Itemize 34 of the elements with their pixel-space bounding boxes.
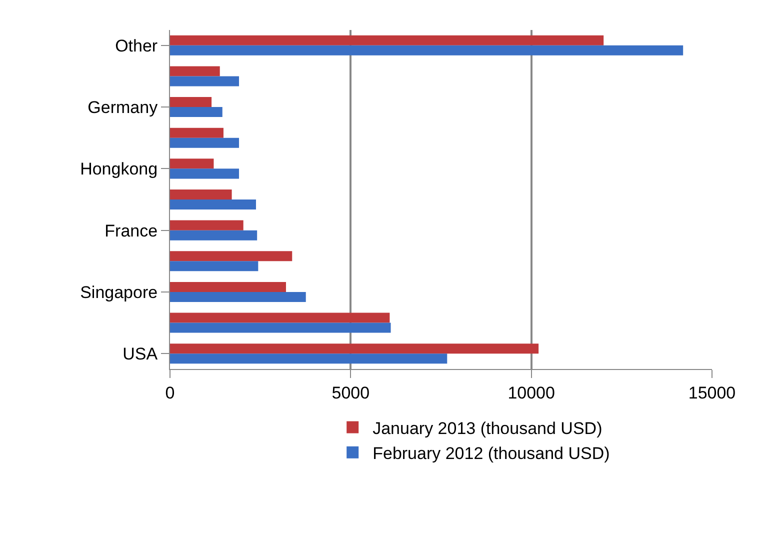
y-tick-label: Germany xyxy=(88,98,158,117)
bar xyxy=(170,35,604,46)
bar xyxy=(170,220,244,230)
bar xyxy=(170,292,306,302)
bar xyxy=(170,76,240,86)
x-tick-label: 10000 xyxy=(508,383,555,402)
bar xyxy=(170,354,448,364)
y-tick-label: Singapore xyxy=(80,282,158,302)
bar xyxy=(170,261,258,272)
bar xyxy=(170,322,391,333)
x-tick-label: 5000 xyxy=(332,383,370,402)
y-tick-label: Hongkong xyxy=(80,160,158,179)
x-tick-label: 15000 xyxy=(688,383,736,402)
bar xyxy=(170,97,212,108)
bar xyxy=(170,251,292,262)
legend-label: February 2012 (thousand USD) xyxy=(372,444,610,463)
bar xyxy=(170,66,220,76)
bar xyxy=(170,168,240,179)
bar xyxy=(170,138,240,148)
legend-label: January 2013 (thousand USD) xyxy=(372,418,602,438)
bar xyxy=(170,344,539,354)
bar xyxy=(170,158,214,169)
y-tick-label: Other xyxy=(115,36,158,56)
bar xyxy=(170,189,232,200)
bar xyxy=(170,45,684,56)
y-tick-label: France xyxy=(104,221,158,240)
bar xyxy=(170,230,258,240)
bar xyxy=(170,282,286,292)
y-tick-label: USA xyxy=(122,344,158,364)
bar xyxy=(170,312,390,323)
bar xyxy=(170,107,222,118)
bar xyxy=(170,200,256,210)
x-tick-label: 0 xyxy=(165,383,175,402)
bar xyxy=(170,128,224,138)
